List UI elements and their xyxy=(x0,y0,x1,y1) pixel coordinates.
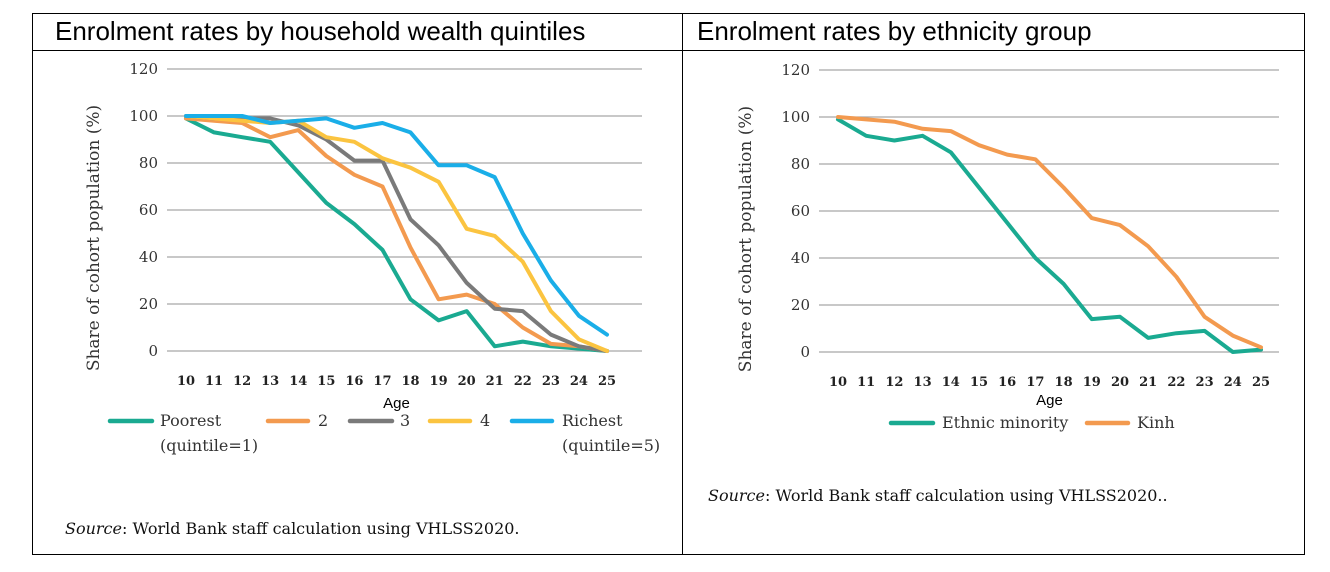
right-xtick-label: 25 xyxy=(1252,375,1270,390)
right-xtick-label: 12 xyxy=(885,375,903,390)
right-ytick-label: 40 xyxy=(791,249,810,267)
right-xtick-label: 11 xyxy=(857,375,875,390)
right-xtick-label: 17 xyxy=(1026,375,1044,390)
left-legend-label-5: Richest xyxy=(562,411,623,430)
right-series-line-2 xyxy=(836,115,1263,350)
left-ytick-label: 40 xyxy=(139,248,158,266)
right-xtick-label: 20 xyxy=(1111,375,1129,390)
left-xtick-label: 14 xyxy=(289,374,307,389)
right-ytick-label: 20 xyxy=(791,296,810,314)
right-xtick-label: 14 xyxy=(942,375,960,390)
left-xtick-label: 15 xyxy=(317,374,335,389)
left-legend-label-1: (quintile=1) xyxy=(160,436,258,455)
left-source-text: : World Bank staff calculation using VHL… xyxy=(121,519,520,538)
left-xtick-label: 11 xyxy=(205,374,223,389)
right-xtick-label: 19 xyxy=(1083,375,1101,390)
left-legend-label-5: (quintile=5) xyxy=(562,436,660,455)
right-source-label: Source xyxy=(708,486,765,505)
right-source-text: : World Bank staff calculation using VHL… xyxy=(764,486,1168,505)
left-legend-label-1: Poorest xyxy=(160,411,222,430)
left-source-label: Source xyxy=(65,519,122,538)
left-xtick-label: 25 xyxy=(598,374,616,389)
left-ytick-label: 120 xyxy=(129,60,158,78)
left-ytick-label: 100 xyxy=(129,107,158,125)
left-series-line-2 xyxy=(184,116,609,353)
left-series-line-1 xyxy=(184,116,609,353)
left-ytick-label: 60 xyxy=(139,201,158,219)
right-xtick-label: 23 xyxy=(1196,375,1214,390)
left-series-line-3 xyxy=(184,114,609,353)
right-series-line-1 xyxy=(836,117,1263,354)
left-xtick-label: 24 xyxy=(570,374,588,389)
left-xtick-label: 10 xyxy=(177,374,195,389)
right-ytick-label: 80 xyxy=(791,155,810,173)
left-legend-label-4: 4 xyxy=(480,411,490,430)
left-y-axis-label: Share of cohort population (%) xyxy=(84,105,104,371)
left-xtick-label: 23 xyxy=(542,374,560,389)
left-series-line-5 xyxy=(184,114,609,337)
left-source-note: Source: World Bank staff calculation usi… xyxy=(65,519,520,538)
right-xtick-label: 22 xyxy=(1167,375,1185,390)
right-ytick-label: 60 xyxy=(791,202,810,220)
left-xtick-label: 17 xyxy=(373,374,391,389)
right-ytick-label: 120 xyxy=(781,61,810,79)
right-legend-label-1: Ethnic minority xyxy=(942,413,1068,432)
right-xtick-label: 15 xyxy=(970,375,988,390)
right-xtick-label: 10 xyxy=(829,375,847,390)
table-frame xyxy=(32,13,1305,555)
right-source-note: Source: World Bank staff calculation usi… xyxy=(708,486,1168,505)
left-x-axis-label: Age xyxy=(383,395,410,412)
left-xtick-label: 13 xyxy=(261,374,279,389)
right-ytick-label: 100 xyxy=(781,108,810,126)
right-xtick-label: 13 xyxy=(914,375,932,390)
left-panel-title: Enrolment rates by household wealth quin… xyxy=(55,16,586,46)
right-xtick-label: 21 xyxy=(1139,375,1157,390)
right-y-axis-label: Share of cohort population (%) xyxy=(736,106,756,372)
column-divider xyxy=(682,13,683,555)
right-x-axis-label: Age xyxy=(1036,392,1063,409)
left-ytick-label: 80 xyxy=(139,154,158,172)
right-legend-label-2: Kinh xyxy=(1137,413,1175,432)
left-xtick-label: 19 xyxy=(430,374,448,389)
right-panel-title: Enrolment rates by ethnicity group xyxy=(697,16,1092,46)
left-xtick-label: 16 xyxy=(345,374,363,389)
right-ytick-label: 0 xyxy=(800,343,810,361)
left-xtick-label: 22 xyxy=(514,374,532,389)
left-ytick-label: 0 xyxy=(148,342,158,360)
left-series-line-4 xyxy=(184,114,609,353)
left-xtick-label: 20 xyxy=(458,374,476,389)
left-legend-label-3: 3 xyxy=(400,411,410,430)
left-legend-label-2: 2 xyxy=(318,411,328,430)
right-xtick-label: 16 xyxy=(998,375,1016,390)
left-xtick-label: 12 xyxy=(233,374,251,389)
left-ytick-label: 20 xyxy=(139,295,158,313)
header-divider xyxy=(32,50,1305,51)
left-xtick-label: 18 xyxy=(401,374,419,389)
right-xtick-label: 18 xyxy=(1055,375,1073,390)
right-xtick-label: 24 xyxy=(1224,375,1242,390)
left-xtick-label: 21 xyxy=(486,374,504,389)
